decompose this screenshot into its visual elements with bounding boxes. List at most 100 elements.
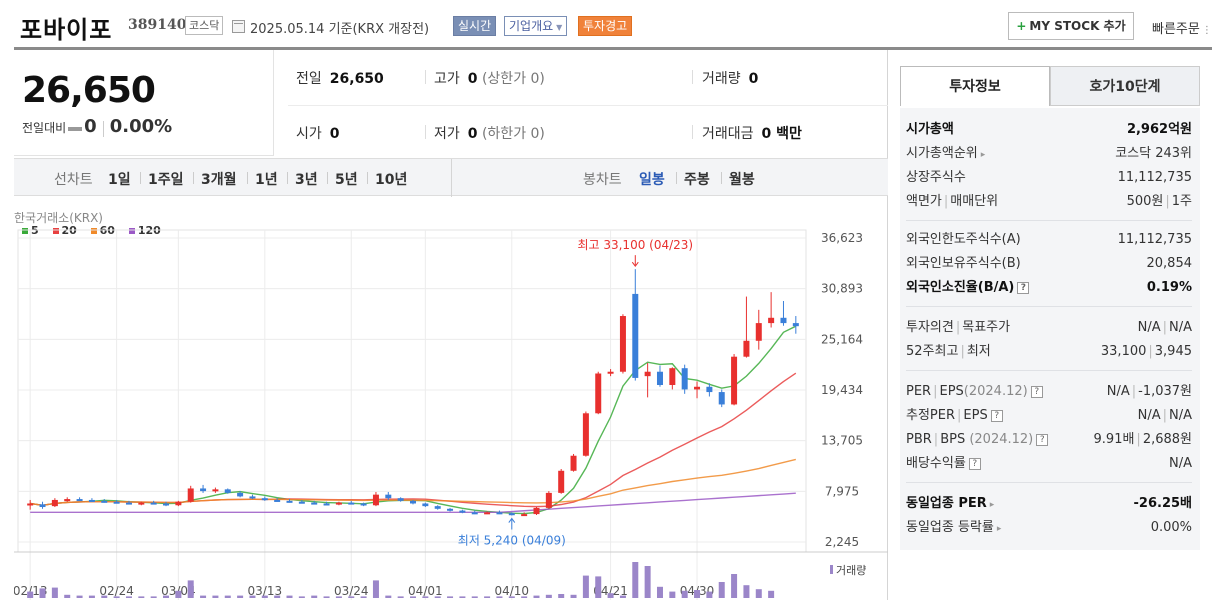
- industry-change-row[interactable]: 동일업종 등락률 ▸ 0.00%: [906, 520, 1192, 535]
- candle-body: [286, 500, 293, 503]
- volume-bar: [743, 585, 750, 598]
- y-tick-label: 19,434: [821, 383, 863, 397]
- candle-body: [706, 386, 713, 393]
- tab-orderbook-10[interactable]: 호가10단계: [1050, 66, 1200, 106]
- prev-close: 전일 26,650: [296, 68, 384, 88]
- volume-bar: [163, 595, 170, 598]
- volume-bar: [348, 596, 355, 598]
- volume-bar: [27, 591, 34, 598]
- x-tick-label: 04/01: [408, 584, 443, 598]
- investment-info-panel: 투자정보 호가10단계 시가총액 2,962억원 시가총액순위 ▸ 코스닥 243위 …: [900, 66, 1200, 550]
- candle-body: [348, 502, 355, 505]
- help-icon[interactable]: ?: [968, 457, 981, 470]
- tab-1y[interactable]: 1년: [255, 172, 278, 188]
- tab-1w[interactable]: 1주일: [148, 172, 184, 188]
- realtime-button[interactable]: 실시간: [453, 16, 497, 36]
- company-overview-button[interactable]: 기업개요 ▼: [504, 16, 568, 36]
- quick-order-button[interactable]: 빠른주문 ⋮: [1152, 18, 1212, 37]
- candle-body: [558, 470, 565, 493]
- my-stock-add-button[interactable]: + MY STOCK 추가: [1008, 12, 1134, 40]
- candle-body: [422, 503, 429, 507]
- y-tick-label: 30,893: [821, 282, 863, 296]
- help-icon[interactable]: ?: [990, 409, 1003, 422]
- volume-bar: [570, 594, 577, 598]
- volume-bar: [496, 596, 503, 598]
- tab-monthly[interactable]: 월봉: [729, 172, 755, 188]
- market-cap-row: 시가총액 2,962억원: [906, 122, 1192, 137]
- foreign-holding-row: 외국인보유주식수(B) 20,854: [906, 256, 1192, 271]
- volume-bar: [64, 594, 71, 598]
- investment-info-body: 시가총액 2,962억원 시가총액순위 ▸ 코스닥 243위 상장주식수 11,112,…: [900, 108, 1200, 550]
- candle-body: [298, 501, 305, 504]
- tab-10y[interactable]: 10년: [375, 172, 408, 188]
- volume-label: 거래량: [702, 71, 741, 87]
- volume-bar: [385, 595, 392, 598]
- volume-bar: [101, 595, 108, 598]
- help-icon[interactable]: ?: [1017, 281, 1030, 294]
- tab-1d[interactable]: 1일: [108, 172, 131, 188]
- volume-bar: [298, 596, 305, 598]
- candle-body: [570, 455, 577, 471]
- x-tick-label: 04/21: [593, 584, 628, 598]
- chevron-right-icon: ▸: [996, 524, 1002, 534]
- volume-bar: [558, 594, 565, 598]
- candle-body: [656, 371, 663, 385]
- volume-bar: [335, 596, 342, 598]
- candle-body: [150, 502, 157, 505]
- candle-body: [88, 499, 95, 502]
- company-overview-label: 기업개요: [509, 19, 554, 33]
- candle-body: [39, 504, 46, 508]
- tab-daily[interactable]: 일봉: [639, 172, 665, 188]
- candle-chart-label: 봉차트: [583, 172, 622, 188]
- tab-3m[interactable]: 3개월: [201, 172, 237, 188]
- plus-icon: +: [1016, 19, 1027, 33]
- candle-body: [335, 502, 342, 505]
- price-chart: 한국거래소(KRX) 5 20 60 120 36,623 30,893 25,16…: [14, 206, 888, 600]
- market-cap-rank-row[interactable]: 시가총액순위 ▸ 코스닥 243위: [906, 146, 1192, 161]
- quick-order-label: 빠른주문: [1152, 22, 1200, 37]
- low-price: 저가 0 (하한가 0): [434, 123, 545, 143]
- y-tick-label: 7,975: [825, 484, 859, 498]
- candle-body: [274, 499, 281, 502]
- volume-bar: [521, 596, 528, 598]
- help-icon[interactable]: ?: [1030, 385, 1043, 398]
- volume-stat: 거래량 0: [702, 68, 758, 88]
- candlestick-chart: 36,623 30,893 25,164 19,434 13,705 7,975 2,245…: [14, 229, 888, 600]
- est-per-eps-row: 추정PER | EPS? N/A | N/A: [906, 408, 1192, 423]
- candle-body: [545, 492, 552, 508]
- amount-label: 거래대금: [702, 126, 754, 142]
- candle-body: [521, 514, 528, 517]
- investment-warning-badge[interactable]: 투자경고: [578, 16, 633, 36]
- help-icon[interactable]: ?: [1036, 433, 1049, 446]
- prev-close-value: 26,650: [329, 71, 384, 87]
- industry-per-row[interactable]: 동일업종 PER ▸ -26.25배: [906, 496, 1192, 511]
- x-tick-label: 03/13: [248, 584, 283, 598]
- tab-weekly[interactable]: 주봉: [684, 172, 710, 188]
- x-tick-label: 02/13: [14, 584, 47, 598]
- candle-body: [484, 512, 491, 515]
- y-tick-label: 25,164: [821, 332, 863, 346]
- tab-3y[interactable]: 3년: [295, 172, 318, 188]
- tab-investment-info[interactable]: 투자정보: [900, 66, 1050, 106]
- candle-body: [755, 323, 762, 341]
- chart-plot-area: [17, 229, 807, 553]
- candle-body: [163, 503, 170, 506]
- candle-body: [632, 293, 639, 378]
- volume-legend-swatch: [830, 565, 833, 574]
- candle-body: [323, 503, 330, 506]
- volume-bar: [150, 596, 157, 598]
- volume-bar: [619, 595, 626, 598]
- my-stock-add-label: MY STOCK 추가: [1029, 19, 1126, 33]
- per-eps-row: PER | EPS(2024.12)? N/A | -1,037원: [906, 384, 1192, 399]
- volume-bar: [447, 596, 454, 598]
- volume-bar: [125, 596, 132, 598]
- chart-period-tabs: 선차트 1일 1주일 3개월 1년 3년 5년 10년 봉차트 일봉 주봉 월봉: [14, 158, 888, 197]
- volume-bar: [274, 595, 281, 598]
- candle-body: [138, 502, 145, 505]
- candle-body: [397, 498, 404, 501]
- base-date: 2025.05.14 기준(KRX 개장전): [250, 22, 430, 37]
- tab-5y[interactable]: 5년: [335, 172, 358, 188]
- volume-bar: [88, 595, 95, 598]
- x-tick-label: 03/24: [334, 584, 369, 598]
- volume-bar: [372, 580, 379, 598]
